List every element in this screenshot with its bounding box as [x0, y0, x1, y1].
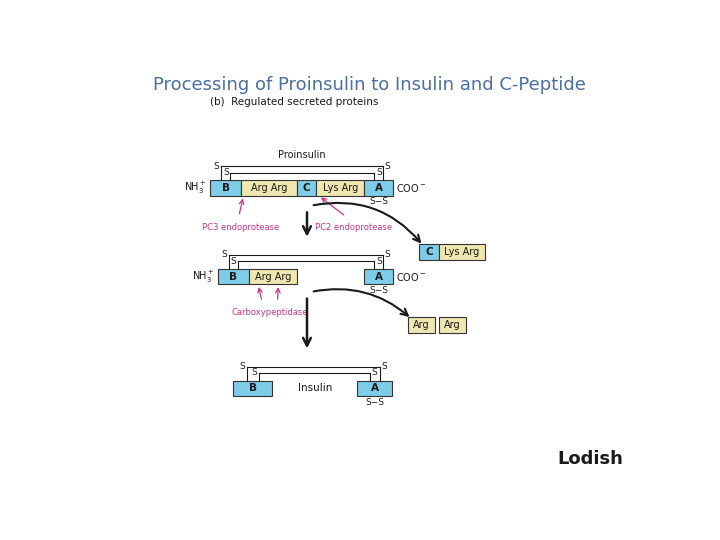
Text: PC2 endoprotease: PC2 endoprotease [315, 224, 392, 232]
Text: COO$^-$: COO$^-$ [396, 182, 427, 194]
Text: Carboxypeptidase: Carboxypeptidase [232, 308, 308, 317]
Text: S: S [214, 162, 220, 171]
Text: S−S: S−S [369, 286, 388, 295]
Text: A: A [374, 272, 383, 281]
FancyBboxPatch shape [233, 381, 272, 396]
Text: Processing of Proinsulin to Insulin and C-Peptide: Processing of Proinsulin to Insulin and … [153, 76, 585, 94]
Text: S−S: S−S [365, 399, 384, 407]
FancyBboxPatch shape [419, 244, 438, 260]
Text: B: B [222, 183, 230, 193]
Text: PC3 endoprotease: PC3 endoprotease [202, 224, 280, 232]
FancyBboxPatch shape [218, 269, 249, 284]
Text: Lys Arg: Lys Arg [444, 247, 480, 257]
FancyBboxPatch shape [241, 180, 297, 195]
Text: B: B [248, 383, 257, 393]
Text: S: S [384, 162, 390, 171]
Text: C: C [426, 247, 433, 257]
Text: Arg Arg: Arg Arg [251, 183, 287, 193]
Text: S: S [240, 362, 246, 371]
Text: NH$_3^+$: NH$_3^+$ [192, 268, 215, 285]
Text: Proinsulin: Proinsulin [278, 150, 325, 160]
Text: Lodish: Lodish [557, 450, 623, 468]
Text: S: S [382, 362, 387, 371]
Text: S: S [223, 168, 229, 177]
Text: S: S [222, 251, 228, 260]
FancyBboxPatch shape [249, 269, 297, 284]
FancyBboxPatch shape [364, 269, 393, 284]
Text: S: S [376, 256, 382, 266]
Text: S: S [371, 368, 377, 377]
FancyBboxPatch shape [408, 318, 435, 333]
FancyBboxPatch shape [297, 180, 316, 195]
FancyBboxPatch shape [364, 180, 393, 195]
FancyBboxPatch shape [438, 318, 466, 333]
Text: NH$_3^+$: NH$_3^+$ [184, 180, 207, 196]
Text: S−S: S−S [369, 197, 388, 206]
Text: S: S [251, 368, 257, 377]
Text: S: S [230, 256, 236, 266]
FancyBboxPatch shape [210, 180, 241, 195]
FancyBboxPatch shape [438, 244, 485, 260]
Text: Lys Arg: Lys Arg [323, 183, 358, 193]
Text: C: C [303, 183, 310, 193]
FancyBboxPatch shape [357, 381, 392, 396]
Text: Arg Arg: Arg Arg [255, 272, 291, 281]
FancyBboxPatch shape [316, 180, 364, 195]
Text: B: B [230, 272, 238, 281]
Text: Insulin: Insulin [297, 383, 332, 393]
Text: COO$^-$: COO$^-$ [396, 271, 427, 282]
Text: S: S [376, 168, 382, 177]
Text: Arg: Arg [444, 320, 461, 330]
Text: (b)  Regulated secreted proteins: (b) Regulated secreted proteins [210, 97, 379, 107]
Text: Arg: Arg [413, 320, 430, 330]
Text: A: A [371, 383, 379, 393]
Text: S: S [384, 251, 390, 260]
Text: A: A [374, 183, 383, 193]
